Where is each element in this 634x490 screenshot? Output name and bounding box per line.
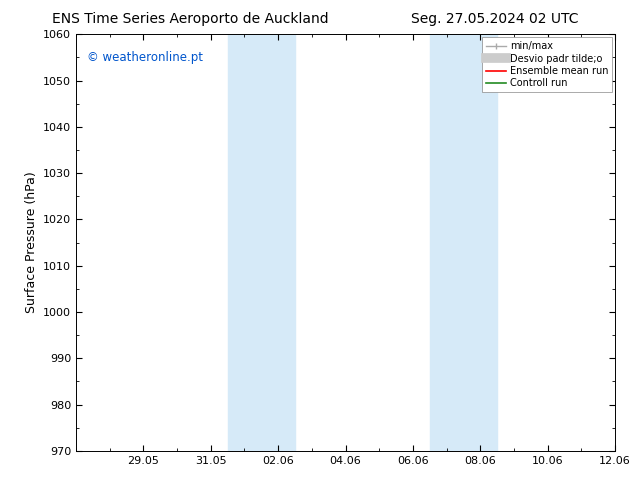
Legend: min/max, Desvio padr tilde;o, Ensemble mean run, Controll run: min/max, Desvio padr tilde;o, Ensemble m… [482,37,612,92]
Text: ENS Time Series Aeroporto de Auckland: ENS Time Series Aeroporto de Auckland [52,12,328,26]
Text: Seg. 27.05.2024 02 UTC: Seg. 27.05.2024 02 UTC [411,12,578,26]
Bar [430,34,497,451]
Text: © weatheronline.pt: © weatheronline.pt [87,51,203,64]
Y-axis label: Surface Pressure (hPa): Surface Pressure (hPa) [25,172,37,314]
Bar [228,34,295,451]
